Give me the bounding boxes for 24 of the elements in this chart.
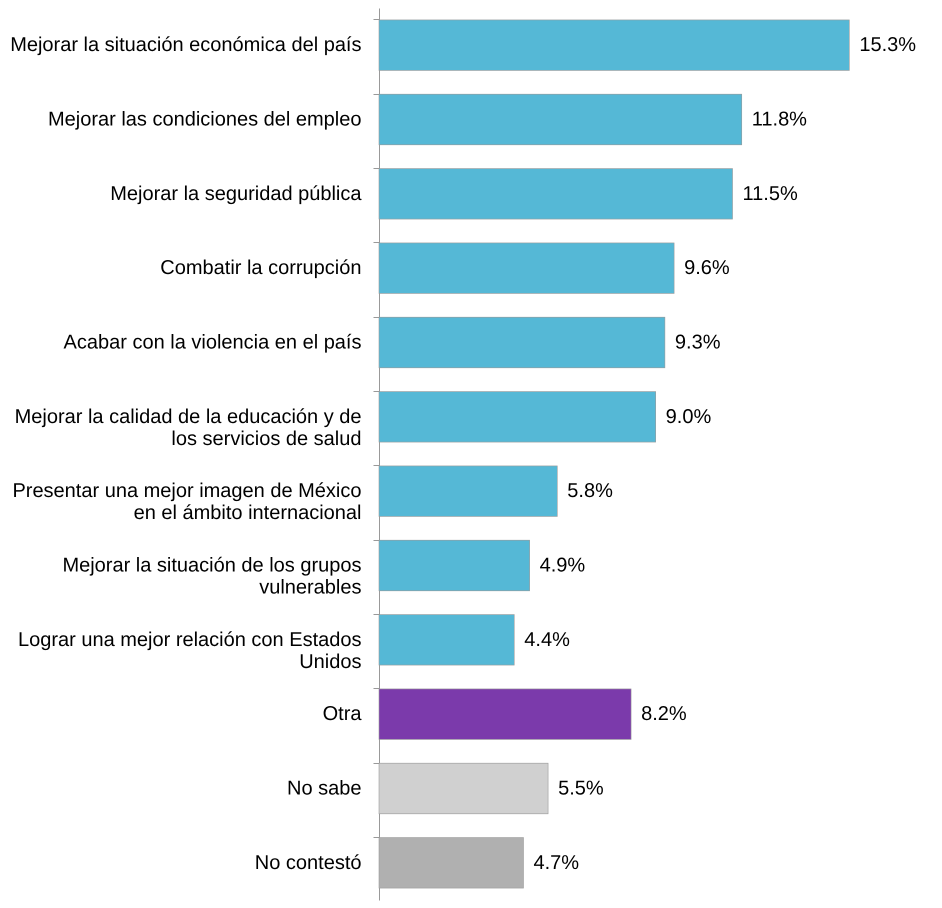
y-tick-label: Lograr una mejor relación con Estados Unidos <box>18 628 362 673</box>
y-tick-label: Otra <box>322 703 362 726</box>
data-label: 9.0% <box>666 406 712 428</box>
data-label: 11.5% <box>742 182 798 205</box>
y-tick-label: Mejorar las condiciones del empleo <box>48 108 362 130</box>
y-tick-label: No contestó <box>254 852 362 874</box>
y-tick-label: Mejorar la seguridad pública <box>110 182 362 205</box>
y-tick-label: Mejorar la situación económica del país <box>10 34 362 56</box>
data-label: 5.8% <box>567 480 614 502</box>
data-label: 8.2% <box>641 703 687 726</box>
data-label: 4.9% <box>540 554 586 576</box>
data-label: 4.7% <box>533 852 580 874</box>
y-tick-label: Mejorar la calidad de la educación y de los servicios de salud <box>14 406 362 450</box>
y-tick-label: Combatir la corrupción <box>160 257 362 280</box>
y-tick-label: Acabar con la violencia en el país <box>64 332 362 354</box>
y-tick-label: No sabe <box>287 778 362 800</box>
y-tick-label: Presentar una mejor imagen de México en el ámbito internacional <box>12 480 362 524</box>
data-label: 15.3% <box>859 34 916 56</box>
data-label: 4.4% <box>524 628 570 651</box>
data-label: 9.3% <box>674 332 721 354</box>
y-tick-label: Mejorar la situación de los grupos vulnerables <box>62 554 362 598</box>
data-label: 5.5% <box>558 778 604 800</box>
data-label: 9.6% <box>684 257 730 280</box>
data-label: 11.8% <box>752 108 808 130</box>
